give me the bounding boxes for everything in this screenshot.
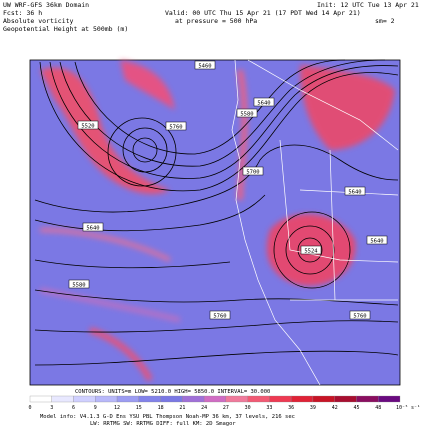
colorbar-label: 9 bbox=[94, 405, 97, 411]
header-text: Valid: 00 UTC Thu 15 Apr 21 (17 PDT Wed … bbox=[165, 9, 361, 17]
colorbar-swatch bbox=[247, 395, 270, 403]
header-text: Absolute vorticity bbox=[3, 17, 74, 25]
colorbar-unit: 10⁻⁵ s⁻¹ bbox=[396, 405, 420, 411]
colorbar-swatch bbox=[29, 395, 52, 403]
contour-label: 5460 bbox=[198, 64, 211, 70]
contour-label: 5640 bbox=[86, 226, 99, 232]
colorbar-label: 33 bbox=[266, 405, 272, 411]
colorbar-swatch bbox=[116, 395, 139, 403]
colorbar-swatch bbox=[138, 395, 161, 403]
contour-label-box bbox=[209, 310, 231, 320]
contour-label-box bbox=[344, 186, 366, 196]
colorbar-swatch bbox=[269, 395, 292, 403]
contour-label: 5524 bbox=[304, 249, 318, 255]
contour-label: 5760 bbox=[353, 314, 366, 320]
colorbar-swatch bbox=[378, 395, 401, 403]
contour-label: 5580 bbox=[240, 112, 253, 118]
colorbar-swatch bbox=[182, 395, 205, 403]
colorbar-label: 18 bbox=[158, 405, 164, 411]
contour-label-box bbox=[77, 120, 99, 130]
contour-label-box bbox=[82, 222, 104, 232]
contour-label-box bbox=[236, 108, 258, 118]
colorbar-swatch bbox=[312, 395, 335, 403]
colorbar-label: 30 bbox=[245, 405, 251, 411]
colorbar-label: 21 bbox=[179, 405, 185, 411]
header-text: Fcst: 36 h bbox=[3, 9, 42, 17]
colorbar-swatch bbox=[95, 395, 118, 403]
colorbar-swatch bbox=[356, 395, 379, 403]
contour-label: 5640 bbox=[257, 101, 270, 107]
colorbar-label: 3 bbox=[50, 405, 53, 411]
contour-label-box bbox=[242, 166, 264, 176]
colorbar-label: 39 bbox=[310, 405, 316, 411]
colorbar-swatch bbox=[291, 395, 314, 403]
contour-info: CONTOURS: UNITS=m LOW= 5210.0 HIGH= 5850… bbox=[75, 389, 270, 395]
colorbar-label: 48 bbox=[375, 405, 381, 411]
map bbox=[29, 59, 401, 386]
contour-labels: 5460 5520 5760 5640 5580 5700 5640 5524 5640 5580… bbox=[68, 60, 388, 320]
header-text: at pressure = 500 hPa bbox=[175, 17, 257, 25]
colorbar-label: 42 bbox=[332, 405, 338, 411]
contour-label: 5700 bbox=[246, 170, 259, 176]
contour-label: 5760 bbox=[169, 125, 182, 131]
header-text: sm= 2 bbox=[375, 17, 395, 25]
header-text: Geopotential Height at 500mb (m) bbox=[3, 25, 128, 33]
colorbar-label: 6 bbox=[72, 405, 75, 411]
contour-label-box bbox=[300, 245, 322, 255]
contour-label-box bbox=[349, 310, 371, 320]
contour-label: 5520 bbox=[81, 124, 94, 130]
colorbar: 0 3 6 9 12 15 18 21 24 27 30 33 36 39 42 45 48 10⁻⁵ s⁻¹ bbox=[28, 395, 420, 411]
contour-label: 5640 bbox=[348, 190, 361, 196]
contour-label: 5640 bbox=[370, 239, 383, 245]
colorbar-swatch bbox=[203, 395, 227, 403]
model-info: LW: RRTMG SW: RRTMG DIFF: full KM: 2D Sm… bbox=[90, 421, 236, 427]
colorbar-swatch bbox=[73, 395, 96, 403]
colorbar-label: 27 bbox=[223, 405, 229, 411]
contour-label-box bbox=[253, 97, 275, 107]
contour-label-box bbox=[366, 235, 388, 245]
header-text: Init: 12 UTC Tue 13 Apr 21 bbox=[317, 1, 419, 9]
colorbar-label: 12 bbox=[114, 405, 120, 411]
colorbar-label: 0 bbox=[28, 405, 31, 411]
colorbar-label: 24 bbox=[201, 405, 207, 411]
contour-label-box bbox=[165, 121, 187, 131]
colorbar-swatch bbox=[334, 395, 357, 403]
colorbar-swatch bbox=[160, 395, 183, 403]
contour-label: 5580 bbox=[72, 283, 85, 289]
colorbar-label: 36 bbox=[288, 405, 294, 411]
colorbar-label: 15 bbox=[136, 405, 142, 411]
colorbar-swatch bbox=[225, 395, 248, 403]
colorbar-swatch bbox=[51, 395, 74, 403]
colorbar-label: 45 bbox=[353, 405, 359, 411]
contour-label-box bbox=[68, 279, 90, 289]
model-info: Model info: V4.1.3 G-D Ens YSU PBL Thomp… bbox=[40, 414, 295, 420]
header-text: UW WRF-GFS 36km Domain bbox=[3, 1, 89, 9]
contour-label: 5760 bbox=[213, 314, 226, 320]
contour-label-box bbox=[194, 60, 216, 70]
